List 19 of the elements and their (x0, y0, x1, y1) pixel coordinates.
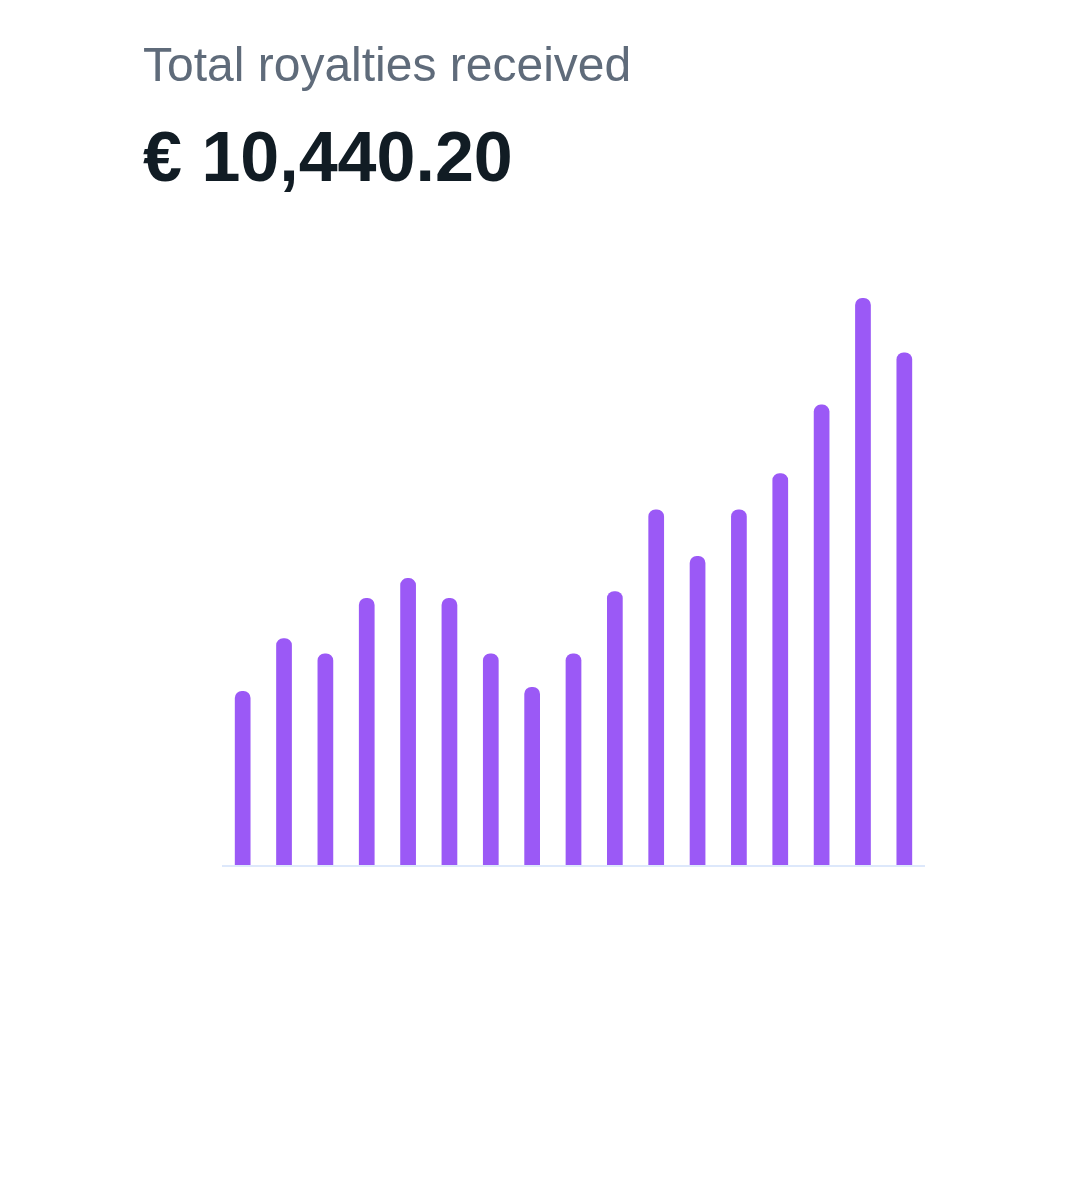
bar (276, 638, 292, 865)
bar (896, 352, 913, 865)
bar (607, 591, 623, 865)
bar (317, 653, 334, 865)
bar (731, 509, 747, 865)
chart-title: Total royalties received (143, 38, 632, 91)
bar (855, 298, 871, 865)
bar (813, 404, 830, 865)
bar (358, 597, 375, 865)
bar (524, 686, 540, 865)
bar (565, 653, 582, 865)
bar (689, 555, 706, 865)
bar (482, 653, 499, 865)
bar (441, 597, 458, 865)
bar (648, 509, 665, 865)
chart-subtitle: € 10,440.20 (143, 118, 513, 196)
bar (234, 690, 251, 865)
bar (400, 578, 416, 865)
bar (772, 473, 789, 865)
